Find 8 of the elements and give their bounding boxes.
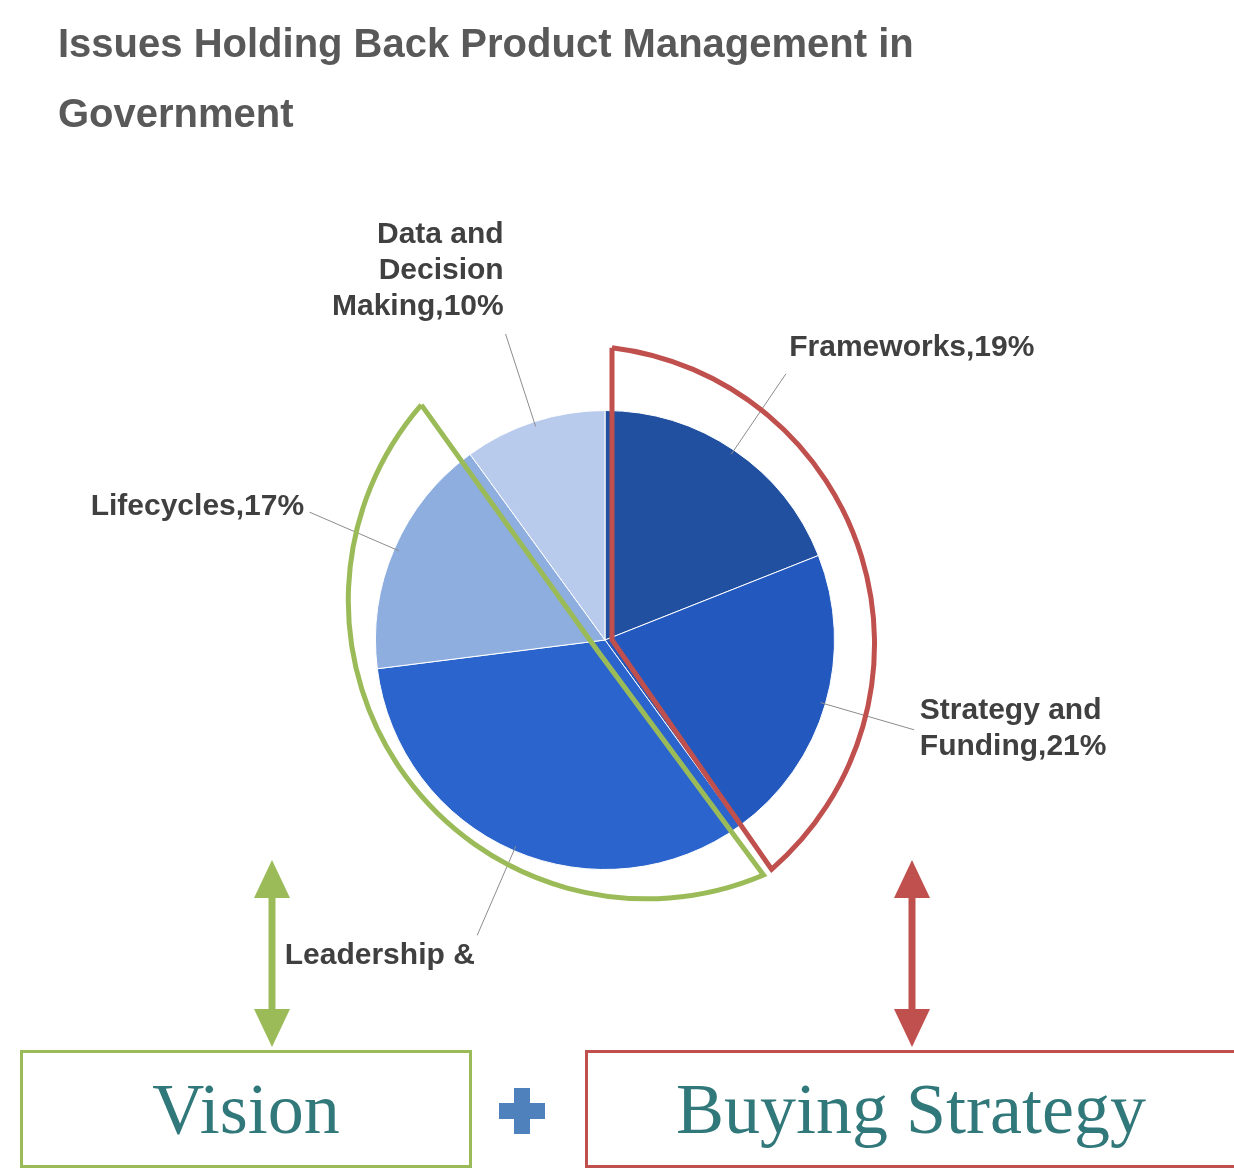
slice-label: Leadership & bbox=[284, 937, 475, 971]
slice-label: Data and Decision Making,10% bbox=[331, 216, 504, 322]
chart-title: Issues Holding Back Product Management in Government bbox=[58, 20, 915, 137]
text: Vision bbox=[20, 1050, 472, 1168]
text: Buying Strategy bbox=[585, 1050, 1234, 1168]
slice-label: Strategy and Funding,21% bbox=[919, 691, 1107, 761]
slice-label: Lifecycles,17% bbox=[90, 488, 305, 522]
slice-label: Frameworks,19% bbox=[789, 329, 1035, 363]
